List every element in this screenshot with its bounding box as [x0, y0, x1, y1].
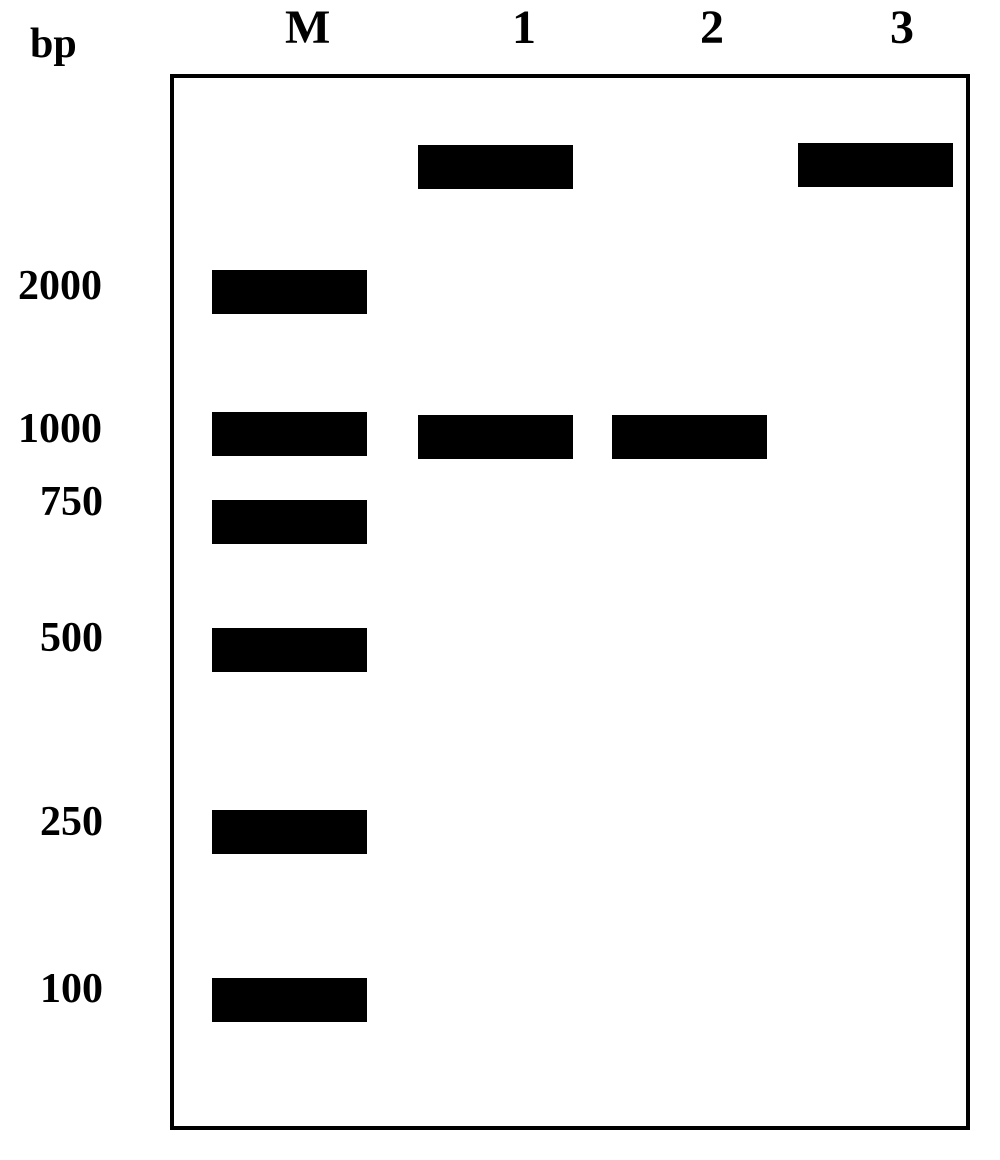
lane-header-1: 1 [512, 0, 536, 55]
band-1-upper [418, 145, 573, 189]
band-M-100 [212, 978, 367, 1022]
band-3-upper [798, 143, 953, 187]
lane-header-2: 2 [700, 0, 724, 55]
mw-label-750: 750 [40, 478, 103, 526]
mw-label-250: 250 [40, 798, 103, 846]
mw-label-100: 100 [40, 965, 103, 1013]
band-1-1000 [418, 415, 573, 459]
mw-label-500: 500 [40, 614, 103, 662]
band-M-250 [212, 810, 367, 854]
lane-header-3: 3 [890, 0, 914, 55]
band-M-2000 [212, 270, 367, 314]
mw-label-1000: 1000 [18, 405, 102, 453]
band-M-750 [212, 500, 367, 544]
band-M-1000 [212, 412, 367, 456]
gel-outline [170, 74, 970, 1130]
lane-header-M: M [285, 0, 330, 55]
band-2-1000 [612, 415, 767, 459]
gel-figure: bp M 1 2 3 2000 1000 750 500 250 100 [0, 0, 1000, 1160]
mw-label-2000: 2000 [18, 262, 102, 310]
bp-unit-label: bp [30, 20, 77, 68]
band-M-500 [212, 628, 367, 672]
